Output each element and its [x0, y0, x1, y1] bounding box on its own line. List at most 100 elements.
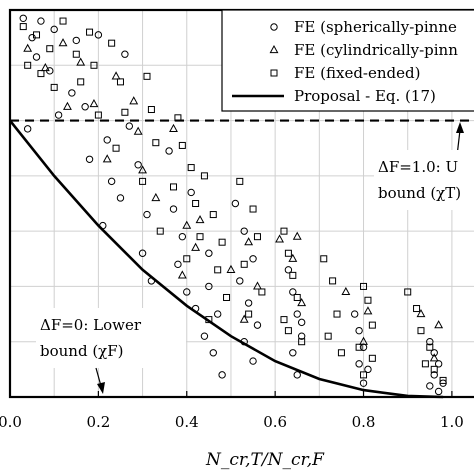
circle-point [289, 288, 297, 296]
circle-point [297, 332, 306, 340]
triangle-point [89, 98, 99, 108]
x-tick-label: 0.6 [263, 413, 287, 431]
square-point [355, 343, 363, 351]
lower-annotation-arrowhead [97, 382, 105, 394]
square-point [59, 17, 67, 25]
circle-point [293, 310, 301, 318]
square-point [404, 288, 412, 296]
square-point [333, 310, 341, 318]
circle-point [81, 103, 89, 111]
circle-point [244, 299, 253, 307]
square-point [337, 349, 345, 357]
square-point [139, 177, 147, 185]
x-tick-label: 1.0 [440, 413, 464, 431]
square-point [284, 327, 292, 335]
square-point [108, 39, 116, 47]
upper-annotation-line2: bound (χT) [378, 184, 461, 202]
square-point [360, 282, 368, 290]
square-point [33, 31, 41, 39]
x-tick-label: 0.2 [86, 413, 110, 431]
square-point [280, 316, 288, 324]
triangle-point [102, 154, 112, 163]
circle-point [240, 227, 248, 235]
legend-markers [232, 23, 284, 98]
triangle-point [341, 286, 351, 296]
square-point [258, 288, 266, 296]
triangle-point [434, 320, 444, 329]
square-point [426, 343, 434, 351]
circle-point [293, 371, 301, 379]
triangle-point [191, 242, 201, 251]
circle-point [85, 155, 94, 163]
square-point [421, 360, 429, 368]
square-point [196, 233, 204, 241]
x-tick-label: 0.0 [0, 413, 22, 431]
circle-point [68, 89, 76, 97]
square-point [90, 61, 98, 69]
triangle-point [359, 336, 368, 345]
circle-point [143, 210, 151, 219]
square-point [77, 78, 85, 86]
square-point [72, 50, 80, 58]
circle-point [94, 31, 103, 39]
triangle-point [177, 270, 187, 279]
square-point [170, 183, 178, 191]
square-point [94, 111, 102, 119]
square-point [86, 28, 94, 36]
lower-annotation-line2: bound (χF) [40, 342, 124, 360]
circle-point [178, 232, 187, 241]
square-point [192, 200, 200, 207]
circle-point [138, 249, 147, 257]
circle-point [205, 249, 213, 257]
triangle-point [288, 253, 298, 262]
circle-point [434, 387, 443, 396]
circle-point [23, 125, 32, 133]
triangle-point [239, 314, 249, 323]
square-point [50, 83, 58, 91]
x-axis-label: N_cr,T/N_cr,F [205, 450, 325, 470]
circle-point [32, 53, 41, 61]
square-point [298, 338, 306, 346]
square-point [37, 70, 45, 78]
upper-annotation-arrowhead [456, 122, 464, 133]
square-point [417, 327, 425, 335]
square-point [280, 227, 288, 235]
x-tick-label: 0.8 [352, 413, 376, 431]
circle-point [209, 349, 217, 357]
square-point [430, 365, 438, 373]
x-tick-label: 0.4 [175, 413, 199, 431]
triangle-point [129, 96, 139, 105]
circle-point [107, 177, 116, 186]
lower-annotation-arrow [95, 367, 102, 387]
circle-point [103, 136, 111, 144]
square-point [183, 255, 191, 263]
square-point [284, 249, 292, 257]
legend: FE (spherically-pinne FE (cylindrically-… [221, 9, 474, 112]
triangle-point [76, 57, 86, 66]
square-point [214, 266, 222, 274]
triangle-point [111, 71, 121, 80]
legend-label-fixed: FE (fixed-ended) [294, 64, 420, 82]
circle-point [289, 349, 297, 357]
circle-point [174, 260, 182, 269]
circle-point [183, 288, 191, 296]
square-point [152, 139, 160, 147]
circle-point [249, 255, 257, 263]
square-point [156, 227, 164, 235]
triangle-point [292, 231, 302, 240]
triangle-point [182, 220, 192, 229]
circle-point [116, 194, 125, 202]
square-point [320, 255, 328, 263]
triangle-point [297, 297, 307, 307]
circle-point [19, 14, 27, 22]
square-point [223, 293, 231, 301]
triangle-point [244, 237, 254, 246]
square-point [413, 305, 421, 313]
circle-point [426, 382, 434, 390]
square-point [364, 296, 372, 304]
circle-point [284, 266, 293, 274]
legend-label-spherical: FE (spherically-pinne [294, 18, 457, 36]
legend-label-cylindrical: FE (cylindrically-pinn [294, 41, 458, 59]
triangle-point [363, 306, 373, 315]
square-point [147, 106, 155, 114]
